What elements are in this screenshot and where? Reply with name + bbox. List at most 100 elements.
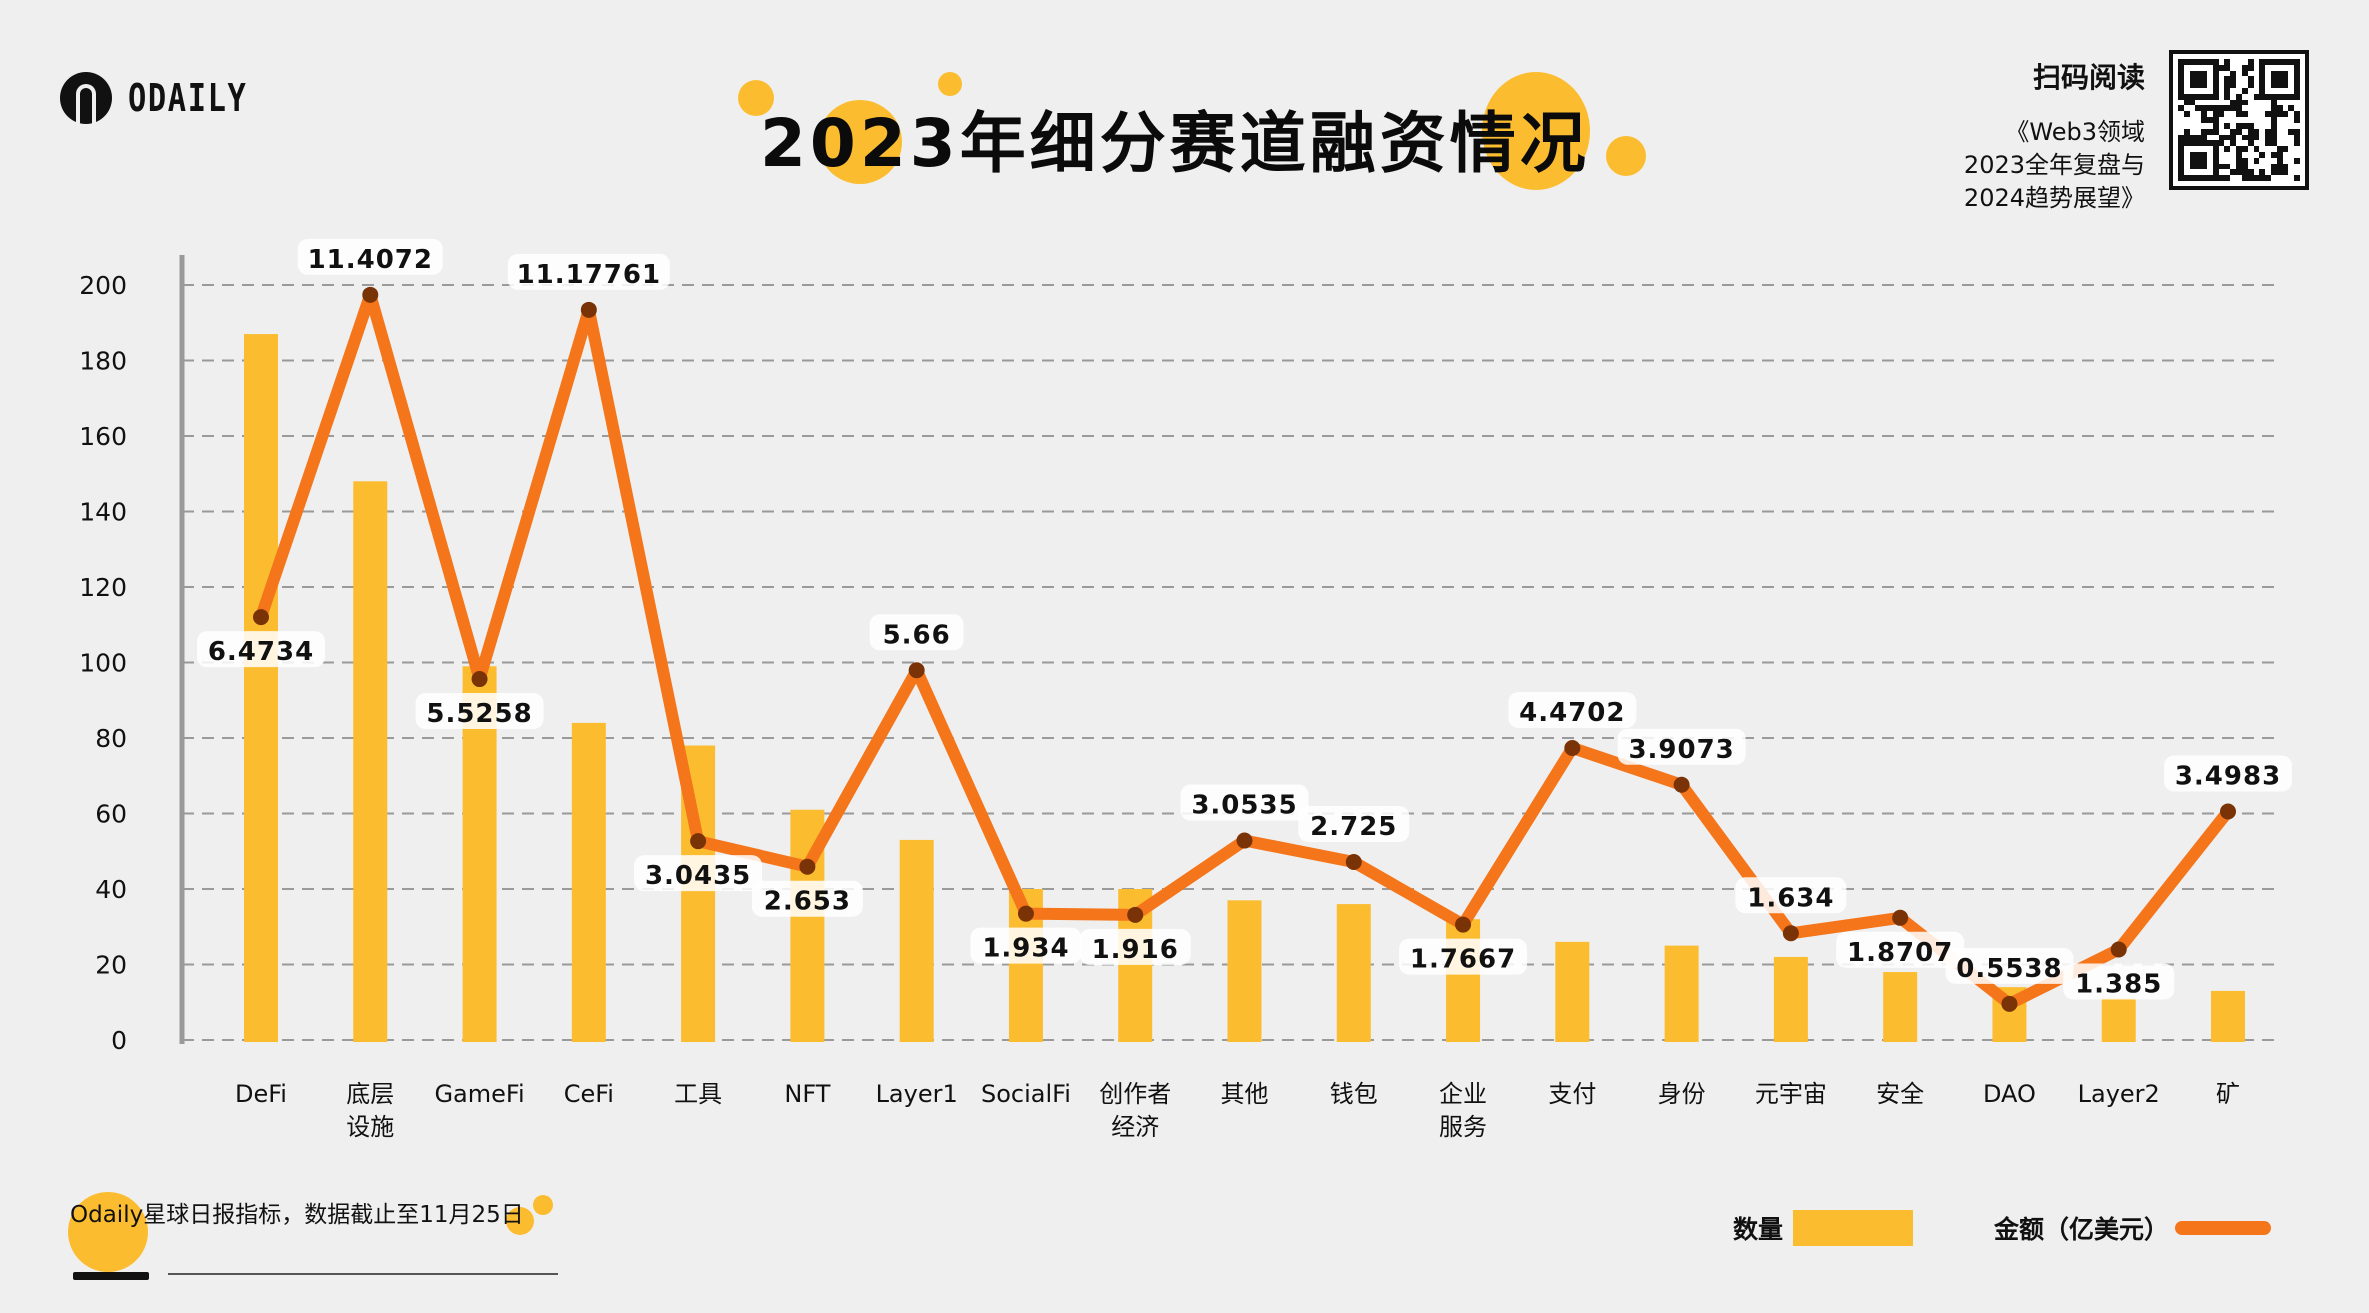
bar <box>244 334 278 1042</box>
bar <box>2101 998 2136 1042</box>
data-label: 2.653 <box>764 887 851 917</box>
y-tick-label: 0 <box>111 1026 127 1055</box>
y-tick-label: 200 <box>79 271 127 300</box>
legend-amount-label: 金额（亿美元） <box>1994 1215 2170 1244</box>
source-text: 星球日报指标，数据截止至11月 <box>143 1202 472 1228</box>
y-tick-label: 60 <box>95 800 127 829</box>
data-label-bg <box>415 693 544 730</box>
qr-subtitle-line: 《Web3领域 <box>2005 118 2145 146</box>
line-marker <box>1127 906 1144 923</box>
y-tick-label: 80 <box>95 724 127 753</box>
data-label-bg <box>1617 728 1746 765</box>
bar <box>1446 919 1481 1042</box>
y-tick-label: 20 <box>95 951 127 980</box>
x-tick-label: 其他 <box>1221 1080 1269 1108</box>
source-date-suffix: 日 <box>500 1202 524 1228</box>
title-block: 2023年细分赛道融资情况 <box>730 60 1680 200</box>
x-tick-label: NFT <box>784 1080 830 1108</box>
legend-bar-swatch <box>1793 1210 1914 1246</box>
bar <box>1227 900 1262 1042</box>
decor-dot <box>1482 72 1590 190</box>
qr-code-icon[interactable] <box>2169 50 2309 190</box>
data-label: 3.9073 <box>1628 735 1734 765</box>
line-marker <box>1782 925 1799 942</box>
x-tick-label: SocialFi <box>981 1080 1071 1108</box>
x-tick-label: 服务 <box>1439 1113 1487 1141</box>
data-label-bg <box>2164 755 2292 792</box>
data-label: 6.4734 <box>208 637 314 667</box>
data-label: 0.5538 <box>1956 954 2062 984</box>
bar <box>1336 904 1371 1042</box>
data-label: 2.725 <box>1310 812 1397 842</box>
data-label-bg <box>297 238 443 275</box>
legend-count-label: 数量 <box>1733 1215 1784 1244</box>
x-tick-label: Layer2 <box>2078 1080 2160 1108</box>
data-label: 1.7667 <box>1410 945 1516 975</box>
data-label: 11.17761 <box>517 260 662 290</box>
data-label-bg <box>2063 963 2175 1000</box>
data-label: 5.5258 <box>426 699 532 729</box>
x-tick-label: 设施 <box>346 1113 394 1141</box>
legend-amount: 金额（亿美元） <box>1994 1210 2272 1246</box>
data-label: 1.385 <box>2075 970 2162 1000</box>
data-label: 4.4702 <box>1519 698 1625 728</box>
bar <box>1773 956 1808 1042</box>
line-marker <box>1455 916 1472 933</box>
x-tick-label: 经济 <box>1111 1113 1159 1141</box>
line-marker <box>1345 853 1362 870</box>
data-label: 3.4983 <box>2175 761 2281 791</box>
bar <box>571 722 606 1042</box>
line-marker <box>253 609 269 626</box>
legend-count: 数量 <box>1733 1210 1914 1246</box>
x-tick-label: DeFi <box>235 1080 287 1108</box>
y-tick-label: 140 <box>79 498 127 527</box>
source-brand: Odaily <box>70 1202 144 1228</box>
decor-dot <box>533 1195 553 1215</box>
data-label-bg <box>970 927 1082 964</box>
x-tick-label: GameFi <box>434 1080 524 1108</box>
data-label-bg <box>1508 691 1637 728</box>
footer-underline <box>168 1273 558 1275</box>
decor-dot <box>1606 136 1646 176</box>
source-note: Odaily星球日报指标，数据截止至11月25日 <box>70 1195 524 1229</box>
bar <box>2211 990 2245 1042</box>
data-label-bg <box>1836 931 1965 968</box>
line-marker <box>908 662 925 679</box>
x-tick-label: 钱包 <box>1330 1080 1378 1108</box>
data-label-bg <box>197 631 325 668</box>
decor-dot <box>68 1192 148 1272</box>
x-tick-label: 企业 <box>1439 1080 1487 1108</box>
y-tick-label: 120 <box>79 573 127 602</box>
decor-dot <box>818 100 902 184</box>
label-layer: 6.4734 11.4072 5.5258 11.17761 3.0435 2.653 5.… <box>197 238 2292 1000</box>
data-label-bg <box>1735 877 1847 914</box>
amount-line <box>255 288 2234 1010</box>
source-date-day: 25 <box>471 1202 501 1228</box>
line-marker <box>1017 905 1034 922</box>
data-label: 1.8707 <box>1847 938 1953 968</box>
decor-dot <box>506 1207 534 1235</box>
bar <box>353 481 388 1042</box>
bar <box>1664 945 1699 1042</box>
bar-layer <box>244 334 2245 1042</box>
bar <box>1883 972 1918 1042</box>
data-label: 3.0535 <box>1191 791 1297 821</box>
qr-subtitle-line: 2024趋势展望》 <box>1963 184 2145 212</box>
line-marker <box>799 858 816 875</box>
line-marker <box>471 671 488 688</box>
decor-dot <box>738 80 774 116</box>
chart-title: 2023年细分赛道融资情况 <box>760 105 1590 182</box>
x-tick-label: 矿 <box>2216 1080 2240 1108</box>
data-label: 1.916 <box>1092 935 1179 965</box>
line-marker <box>2220 803 2236 820</box>
data-label-bg <box>634 855 763 892</box>
line-marker <box>580 301 597 318</box>
x-tick-label: 创作者 <box>1099 1080 1171 1108</box>
qr-title: 扫码阅读 <box>2032 61 2145 94</box>
data-label: 1.934 <box>982 934 1069 964</box>
y-tick-label: 100 <box>79 649 127 678</box>
x-tick-label: DAO <box>1983 1080 2036 1108</box>
data-label: 11.4072 <box>308 245 433 275</box>
